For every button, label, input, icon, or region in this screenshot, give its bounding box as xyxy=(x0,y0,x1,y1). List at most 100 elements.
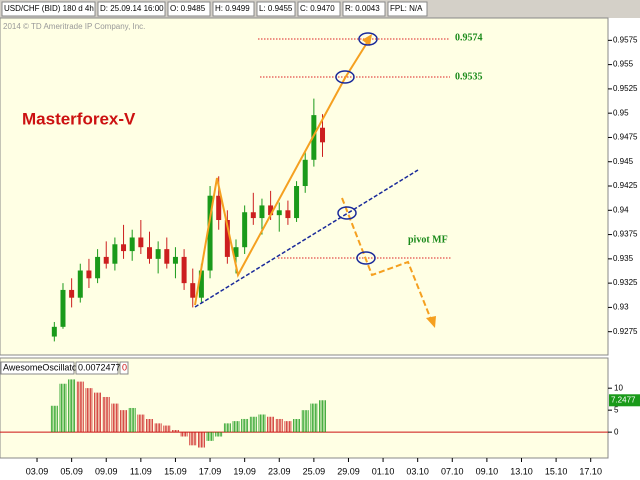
candle-body xyxy=(190,283,196,298)
candle-body xyxy=(233,247,239,257)
candle-body xyxy=(51,326,57,337)
candle-body xyxy=(86,270,92,279)
candle-body xyxy=(250,212,256,219)
candle-body xyxy=(224,220,230,257)
header-box xyxy=(212,1,255,17)
x-tick-label: 17.09 xyxy=(199,466,222,476)
forecast-line xyxy=(341,197,433,323)
header-box xyxy=(387,1,428,17)
candle-body xyxy=(302,159,308,187)
x-tick-label: 07.10 xyxy=(441,466,464,476)
x-tick-label: 19.09 xyxy=(233,466,256,476)
y-tick-label: 0.9425 xyxy=(613,181,638,190)
candle-body xyxy=(259,205,265,219)
arrow-head xyxy=(426,316,436,328)
x-tick-label: 29.09 xyxy=(337,466,360,476)
x-tick-label: 15.09 xyxy=(164,466,187,476)
x-tick-label: 17.10 xyxy=(579,466,602,476)
annotation: 0.9535 xyxy=(455,71,483,82)
candle-body xyxy=(311,115,317,160)
y-tick-label: 0.9575 xyxy=(613,35,638,44)
candle-body xyxy=(69,289,75,298)
y-tick-label: 0.9475 xyxy=(613,133,638,142)
header-box xyxy=(256,1,296,17)
y-tick-label: 0.9325 xyxy=(613,278,638,287)
x-tick-label: 11.09 xyxy=(130,466,152,476)
candle-body xyxy=(285,210,291,219)
annotation: pivot MF xyxy=(408,234,448,245)
candle-body xyxy=(207,195,213,271)
y-tick-label: 0.93 xyxy=(613,303,629,312)
candle-body xyxy=(77,270,83,298)
candle-body xyxy=(103,256,109,264)
annotation: Masterforex-V xyxy=(22,109,136,128)
x-tick-label: 15.10 xyxy=(545,466,568,476)
annotation: 0.9574 xyxy=(455,32,483,43)
candle-body xyxy=(112,244,118,264)
x-tick-label: 05.09 xyxy=(60,466,83,476)
x-tick-label: 09.09 xyxy=(95,466,118,476)
last-value-box xyxy=(609,394,640,407)
header: USD/CHF (BID) 180 d 4h D: 25.09.14 16:00 O… xyxy=(1,1,428,17)
ellipse xyxy=(337,206,357,220)
y-tick-label: 0.95 xyxy=(613,108,629,117)
candle-body xyxy=(181,256,187,284)
indicator-box xyxy=(0,361,75,375)
header-field: H: 0.9499 xyxy=(215,4,250,13)
candle-body xyxy=(216,195,222,221)
ellipse xyxy=(335,70,355,84)
indicator-shift: 0 xyxy=(122,362,127,372)
header-field: C: 0.9470 xyxy=(300,4,335,13)
y-tick-label: 0.935 xyxy=(613,254,634,263)
candle-body xyxy=(95,256,101,279)
y-tick-label: 10 xyxy=(614,383,623,392)
header-box xyxy=(167,1,211,17)
x-tick-label: 03.09 xyxy=(26,466,49,476)
y-tick-label: 0.9375 xyxy=(613,230,638,239)
candle-body xyxy=(242,212,248,248)
x-tick-label: 25.09 xyxy=(303,466,326,476)
y-tick-label: 0.9275 xyxy=(613,327,638,336)
x-tick-label: 23.09 xyxy=(268,466,291,476)
symbol: USD/CHF (BID) 180 d 4h xyxy=(4,4,94,13)
header-field: L: 0.9455 xyxy=(259,4,293,13)
x-tick-label: 09.10 xyxy=(476,466,499,476)
candle-body xyxy=(60,289,66,327)
indicator-value: 0.0072477 xyxy=(78,362,121,372)
candle-body xyxy=(276,210,282,216)
candle-body xyxy=(268,205,274,216)
y-tick-label: 5 xyxy=(614,405,619,414)
x-tick-label: 13.10 xyxy=(510,466,533,476)
header-field: O: 0.9485 xyxy=(170,4,206,13)
candle-body xyxy=(198,270,204,298)
watermark: 2014 © TD Ameritrade IP Company, Inc. xyxy=(3,22,145,31)
last-value-label: 7.2477 xyxy=(611,395,636,404)
y-tick-label: 0 xyxy=(614,427,619,436)
header-field: R: 0.0043 xyxy=(345,4,380,13)
x-tick-label: 03.10 xyxy=(406,466,429,476)
y-tick-label: 0.945 xyxy=(613,157,634,166)
candle-body xyxy=(129,237,135,252)
main-pane xyxy=(0,17,609,356)
candle-body xyxy=(164,249,170,264)
indicator-box xyxy=(75,361,119,375)
candle-body xyxy=(146,247,152,259)
candle-body xyxy=(155,249,161,259)
header-box xyxy=(342,1,386,17)
y-tick-label: 0.9525 xyxy=(613,84,638,93)
x-tick-label: 01.10 xyxy=(372,466,395,476)
header-field: D: 25.09.14 16:00 xyxy=(100,4,164,13)
ellipse xyxy=(356,251,376,265)
header-box xyxy=(1,1,96,17)
y-tick-label: 0.955 xyxy=(613,60,634,69)
candle-body xyxy=(294,186,300,219)
indicator-box xyxy=(119,361,129,375)
candle-body xyxy=(172,256,178,264)
ellipse xyxy=(358,32,378,46)
candle-body xyxy=(121,244,127,252)
header-box xyxy=(297,1,341,17)
candle-body xyxy=(138,237,144,248)
y-tick-label: 0.94 xyxy=(613,205,629,214)
